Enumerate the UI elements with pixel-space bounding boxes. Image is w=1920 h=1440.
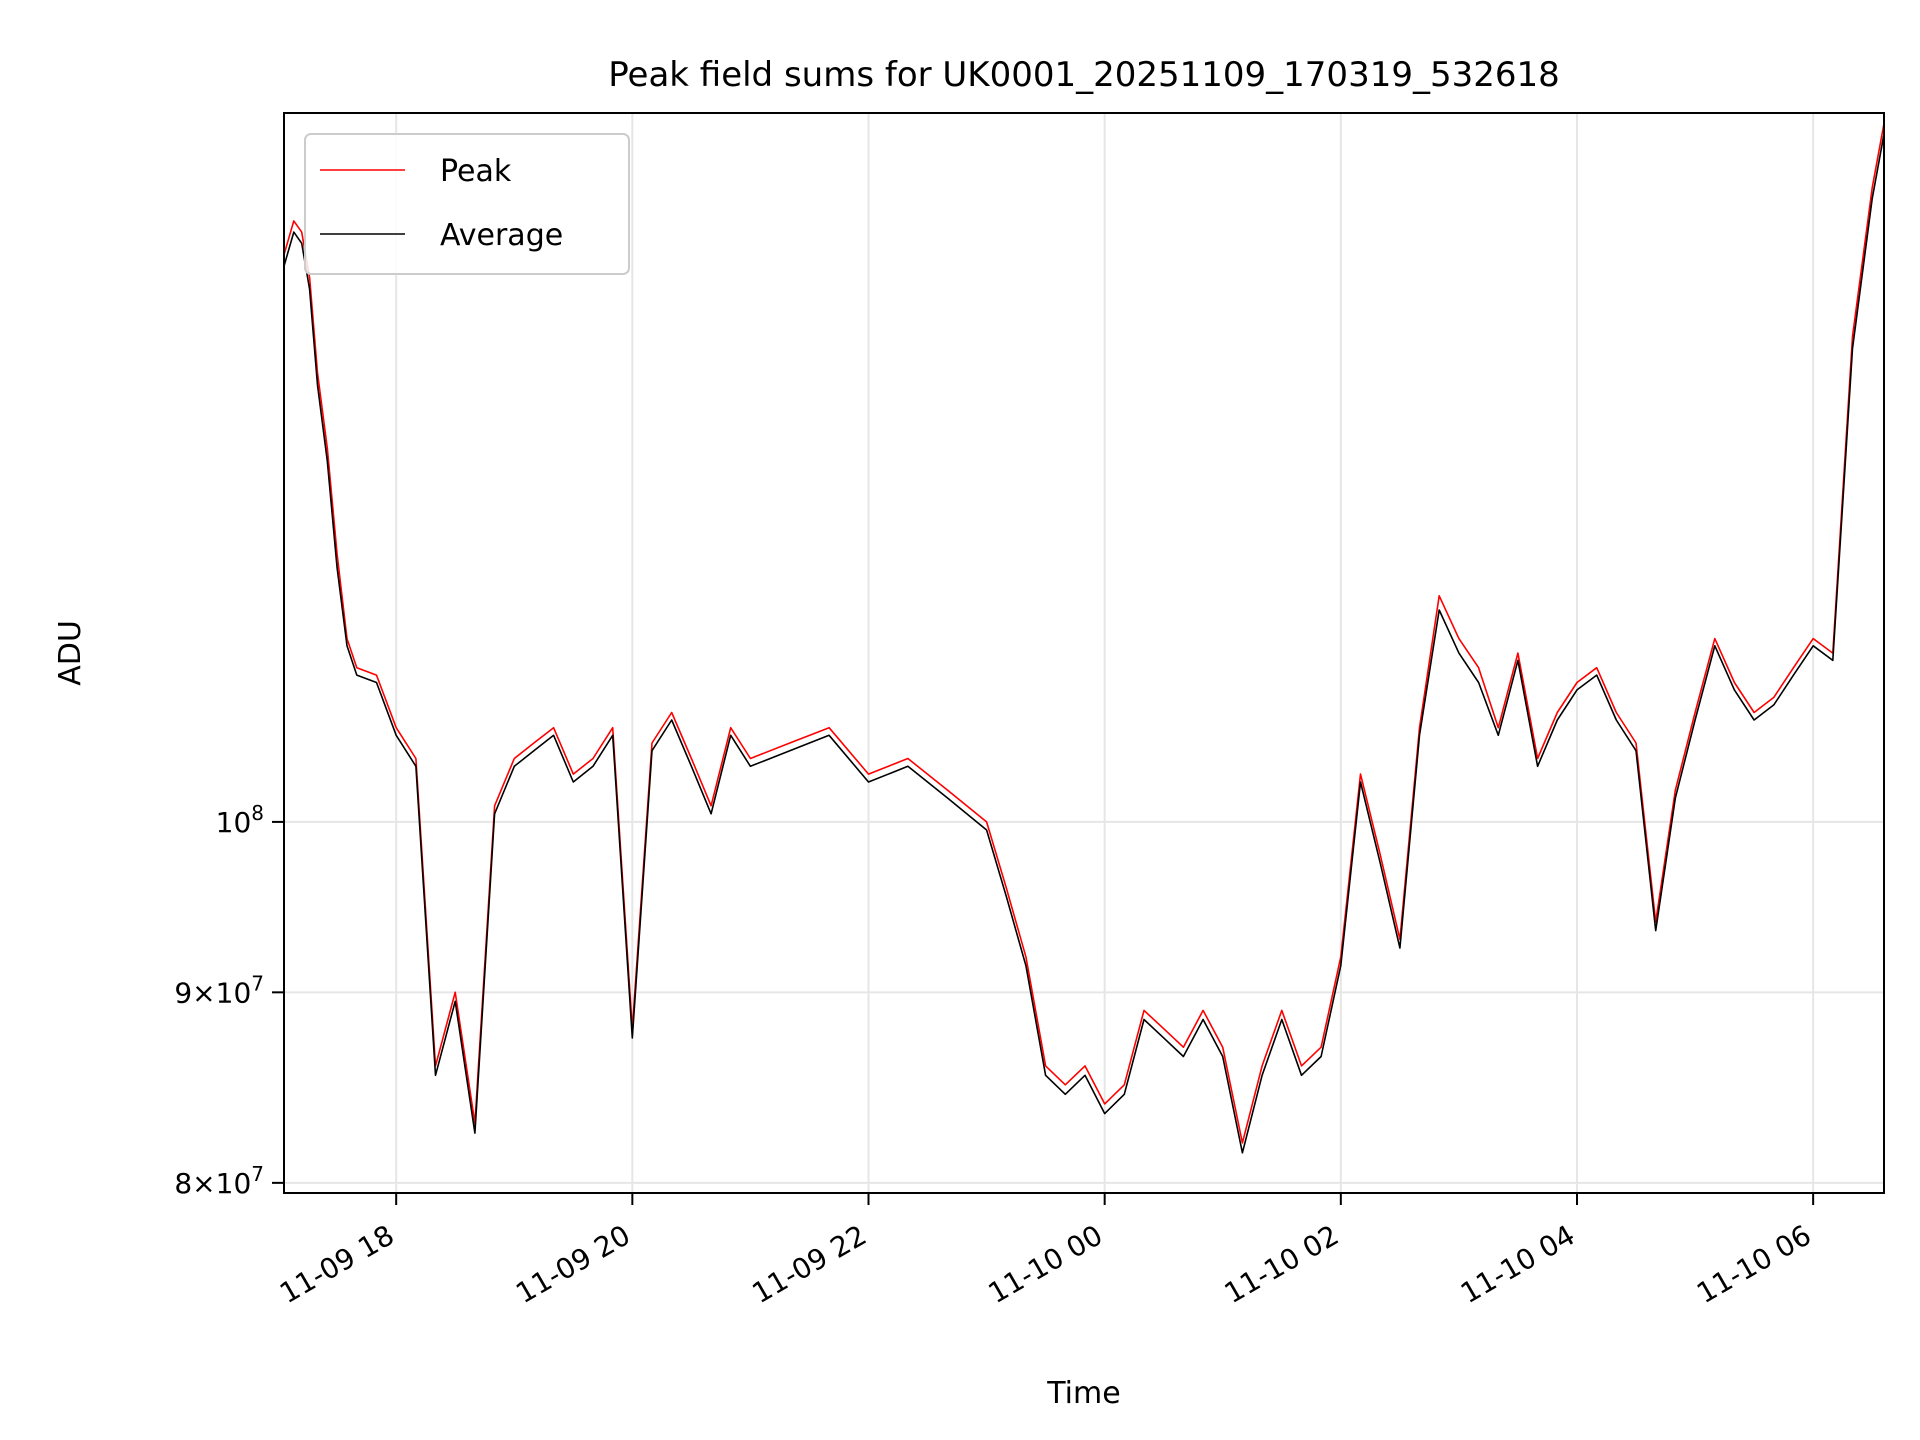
legend-label-average: Average [440,218,563,253]
plot-series-area [284,123,1884,1154]
x-tick-label: 11-09 20 [510,1218,636,1310]
legend-label-peak: Peak [440,154,512,189]
x-tick-label: 11-10 02 [1219,1218,1345,1310]
x-tick-label: 11-10 04 [1455,1218,1581,1310]
y-axis-ticks: 108 9×107 8×107 [174,801,284,1200]
x-tick-label: 11-10 00 [983,1218,1109,1310]
series-line-peak [284,123,1884,1144]
y-tick-label: 8×107 [174,1162,264,1200]
y-axis-label: ADU [53,620,88,686]
legend: Peak Average [304,133,630,275]
x-tick-label: 11-09 18 [274,1218,400,1310]
plot-frame [283,112,1885,1194]
series-lines [284,123,1884,1154]
legend-box [304,133,630,275]
grid-lines [284,113,1884,1193]
y-tick-label: 9×107 [174,971,264,1009]
chart-title: Peak field sums for UK0001_20251109_1703… [608,55,1560,95]
x-tick-label: 11-09 22 [746,1218,872,1310]
series-line-average [284,133,1884,1154]
x-axis-label: Time [1046,1376,1120,1411]
x-tick-label: 11-10 06 [1691,1218,1817,1310]
x-axis-ticks: 11-09 18 11-09 20 11-09 22 11-10 00 11-10 02… [274,1193,1817,1310]
y-tick-label: 108 [216,801,264,839]
